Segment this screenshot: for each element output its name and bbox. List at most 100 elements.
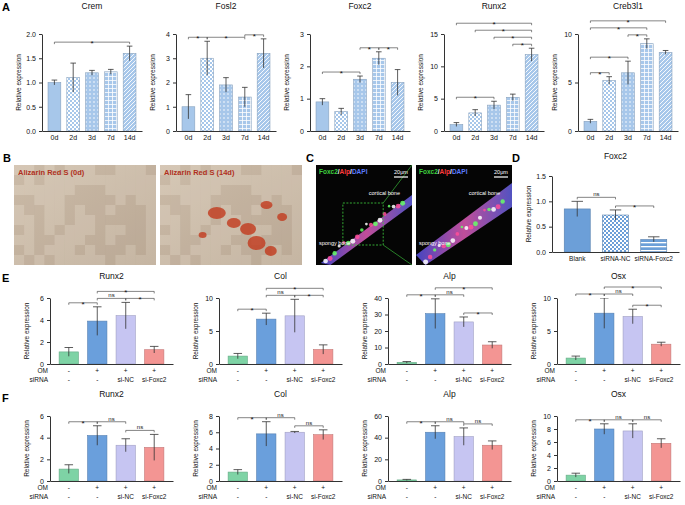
y-tick: 8 (547, 426, 557, 433)
y-tick: 10 (564, 31, 578, 38)
y-tick-label: 1.5 (26, 55, 36, 62)
x-row-value: si-NC (456, 493, 473, 500)
mineral-nodule (265, 246, 277, 256)
photo-texture (34, 235, 44, 245)
error-bar (459, 428, 468, 445)
y-axis-line (557, 299, 558, 365)
plot-marks (584, 39, 672, 131)
photo-texture (231, 245, 241, 255)
photo-texture (95, 225, 105, 235)
x-tick: Blank (569, 255, 586, 262)
x-row-value: - (434, 376, 436, 383)
x-axis-line (558, 481, 681, 482)
y-axis-line (219, 299, 220, 365)
significance-bracket (266, 295, 294, 297)
photo-texture (261, 225, 271, 235)
photo-texture (241, 165, 251, 175)
cell-nucleus (400, 201, 405, 206)
y-tick: 4 (166, 31, 176, 38)
error-bar (93, 426, 102, 446)
x-row-value: + (95, 367, 99, 374)
photo-texture (136, 165, 146, 175)
photo-caption: Alizarin Red S (14d) (164, 168, 235, 177)
caption-part: Alp (440, 168, 451, 176)
photo-texture (115, 165, 125, 175)
x-row-value: - (406, 376, 408, 383)
y-tick-label: 30 (374, 311, 382, 318)
photo-texture (34, 255, 44, 265)
photo-texture (136, 205, 146, 215)
photo-texture (75, 235, 85, 245)
y-tick-mark (385, 364, 388, 365)
x-tick-label: 7d (643, 134, 651, 141)
bar (652, 443, 671, 481)
x-tick: 2d (69, 134, 77, 141)
photo-texture (231, 205, 241, 215)
photo-texture (105, 175, 115, 185)
significance-label: * (387, 45, 390, 54)
photo-texture (272, 255, 282, 265)
photo-texture (55, 245, 65, 255)
significance-label: * (224, 34, 227, 43)
x-row-value: + (95, 484, 99, 491)
photo-texture (65, 235, 75, 245)
panel-label: D (512, 152, 520, 164)
photo-texture (292, 245, 302, 255)
y-tick-label: 1.0 (536, 198, 546, 205)
error-bar-stem (575, 473, 576, 477)
x-tick: 3d (88, 134, 96, 141)
bar (602, 215, 628, 252)
error-bar (572, 473, 581, 477)
x-row-value: + (462, 367, 466, 374)
chart: Runx2Relative expression0246OM-+++siRNA-… (23, 271, 174, 383)
significance-label: * (521, 41, 524, 50)
y-tick-label: 4 (40, 317, 44, 324)
bar (104, 72, 117, 131)
photo-texture (75, 245, 85, 255)
plot-marks (566, 424, 671, 481)
photo-background (160, 165, 302, 265)
x-row-value: si-NC (625, 376, 642, 383)
chart-title: Alp (443, 389, 456, 399)
x-tick-label: 14d (660, 134, 672, 141)
error-bar-stem (237, 353, 238, 358)
significance-bracket (435, 422, 463, 424)
y-tick-label: 2 (166, 79, 170, 86)
error-bar-stem (68, 465, 69, 474)
photo-texture (85, 225, 95, 235)
error-bar-stem (92, 70, 93, 75)
scale-bar (394, 176, 408, 177)
cell-nucleus (496, 204, 501, 209)
photo-texture (180, 225, 190, 235)
error-bar-cap (572, 473, 581, 474)
significance-label: * (81, 419, 84, 428)
photo-texture (211, 185, 221, 195)
x-axis: 0d2d3d7d14d (177, 132, 277, 141)
photo-texture (231, 185, 241, 195)
error-bar-cap (150, 434, 159, 435)
photo-texture (126, 215, 136, 225)
significance-bracket (604, 420, 632, 422)
photo-texture (95, 165, 105, 175)
photo-texture (292, 185, 302, 195)
y-tick-mark (216, 465, 219, 466)
error-bar (127, 46, 133, 61)
error-bar-cap (52, 80, 58, 81)
photo-texture (14, 245, 24, 255)
error-bar-stem (97, 426, 98, 446)
photo-texture (272, 165, 282, 175)
photo-texture (170, 205, 180, 215)
y-tick-mark (549, 201, 552, 202)
caption-part: DAPI (352, 168, 368, 175)
x-tick-label: 7d (107, 134, 115, 141)
panel-label: A (2, 1, 10, 13)
x-row-value: + (631, 484, 635, 491)
x-row-value: + (124, 484, 128, 491)
photo-texture (85, 175, 95, 185)
error-bar-cap (472, 109, 478, 110)
x-tick-label: 3d (490, 134, 498, 141)
chart-title: Fosl2 (216, 1, 237, 11)
significance-label: * (645, 302, 648, 311)
error-bar (290, 299, 299, 332)
caption-part: DAPI (452, 168, 468, 175)
